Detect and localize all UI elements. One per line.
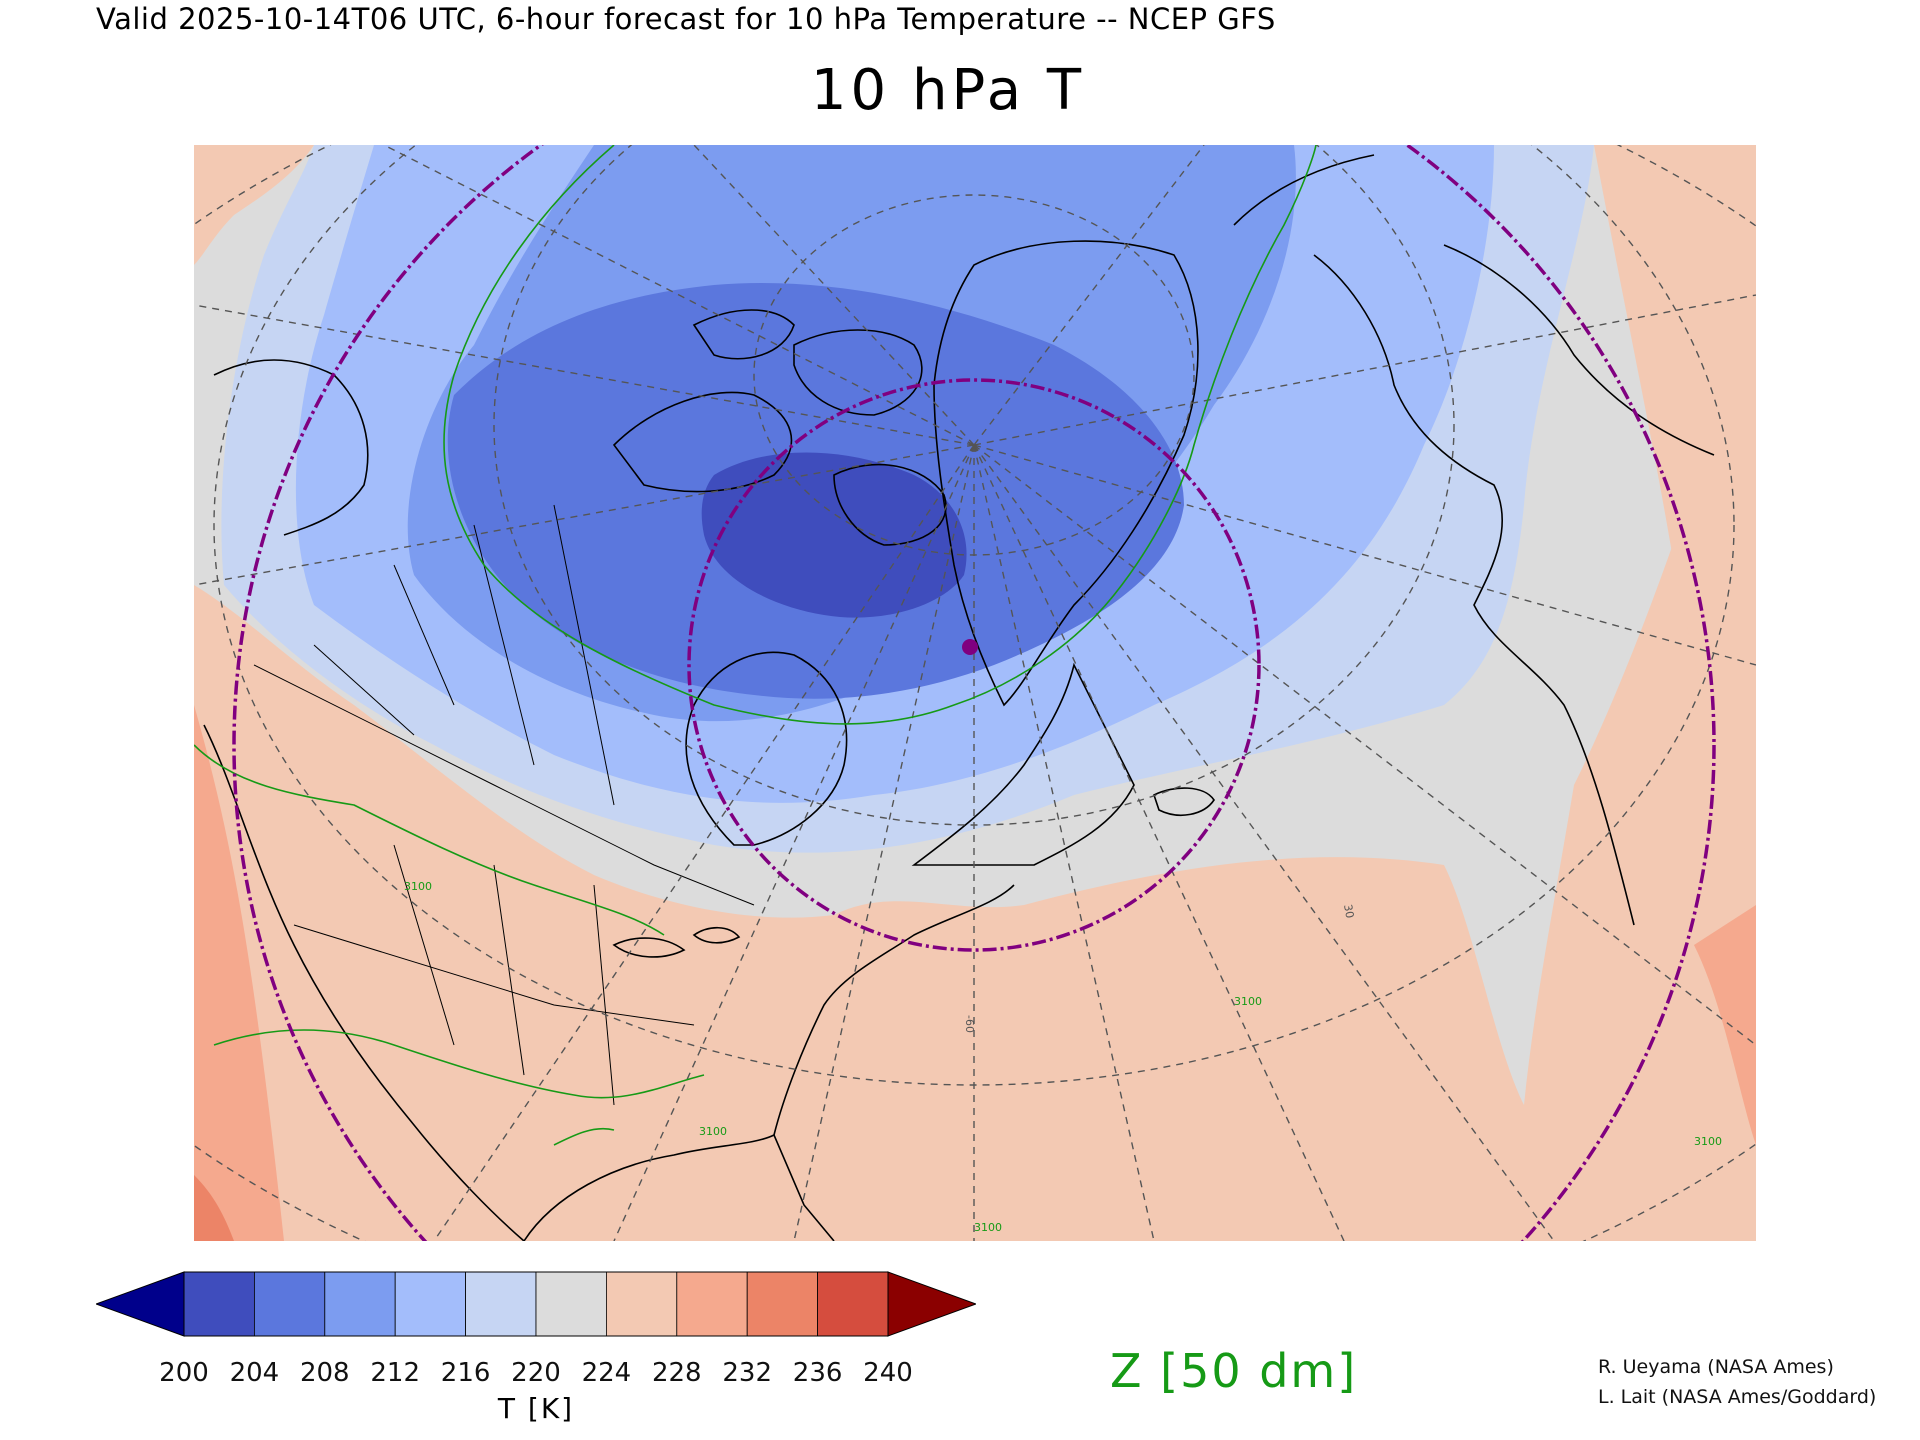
colorbar-tick-label: 212 [370, 1358, 421, 1388]
colorbar-tick-label: 200 [159, 1358, 209, 1388]
contour-label: 3100 [974, 1221, 1002, 1234]
colorbar-cell [746, 1271, 819, 1337]
map-title-text: 10 hPa T [810, 58, 1086, 123]
colorbar-cell [465, 1271, 537, 1337]
temperature-field-northeast-warm [1594, 145, 1756, 885]
colorbar-arrow-high [887, 1271, 976, 1337]
colorbar-cell [817, 1271, 889, 1337]
colorbar-tick-label: 240 [863, 1358, 913, 1388]
colorbar-cell [605, 1271, 678, 1337]
graticule [194, 145, 1756, 1241]
grid-label: -60 [963, 1015, 976, 1033]
colorbar-tick-label: 220 [511, 1358, 561, 1388]
colorbar-cell [676, 1271, 748, 1337]
colorbar-tick-label: 232 [722, 1358, 773, 1388]
temperature-field-blue-200 [701, 452, 967, 618]
colorbar-tick-label: 216 [440, 1358, 491, 1388]
colorbar [96, 1271, 976, 1337]
contour-label: 3100 [1694, 1135, 1722, 1148]
map-canvas: 3100 3100 3100 3100 3100 -60 30 [194, 145, 1756, 1241]
height-contours [194, 145, 1317, 1146]
contour-label: 3100 [699, 1125, 727, 1138]
colorbar-outline [183, 1271, 889, 1337]
colorbar-tick-label: 228 [651, 1358, 702, 1388]
colorbar-cell [183, 1271, 255, 1337]
colorbar-cell [324, 1271, 396, 1337]
contour-legend: Z [50 dm] [1110, 1344, 1358, 1398]
map-title: 10 hPa T [0, 58, 1920, 123]
temperature-field-east-warmer [1694, 905, 1756, 1145]
colorbar-tick-label: 208 [299, 1358, 350, 1388]
forecast-subtitle: Valid 2025-10-14T06 UTC, 6-hour forecast… [96, 2, 1276, 36]
contour-label: 3100 [1234, 995, 1262, 1008]
political-boundaries [253, 504, 755, 1106]
colorbar-label: T [K] [497, 1392, 575, 1425]
grid-label: 30 [1341, 903, 1356, 919]
colorbar-arrow-low [96, 1271, 185, 1337]
colorbar-tick-label: 236 [792, 1358, 843, 1388]
reference-circles [232, 145, 1716, 1241]
credit-line: L. Lait (NASA Ames/Goddard) [1598, 1386, 1877, 1408]
temperature-field-northwest-warm [194, 145, 314, 265]
contour-label: 3100 [404, 880, 432, 893]
colorbar-cell [535, 1271, 607, 1337]
map-panel: 3100 3100 3100 3100 3100 -60 30 [194, 145, 1756, 1241]
colorbar-tick-label: 224 [581, 1358, 632, 1388]
credit-line: R. Ueyama (NASA Ames) [1598, 1356, 1834, 1378]
coastlines [203, 154, 1715, 1241]
colorbar-cell [394, 1271, 467, 1337]
temperature-field-southwest-hot [194, 1175, 234, 1241]
location-marker [962, 639, 978, 655]
colorbar-tick-label: 204 [229, 1358, 280, 1388]
temperature-field-west-warmer [194, 705, 284, 1241]
colorbar-cell [253, 1271, 326, 1337]
